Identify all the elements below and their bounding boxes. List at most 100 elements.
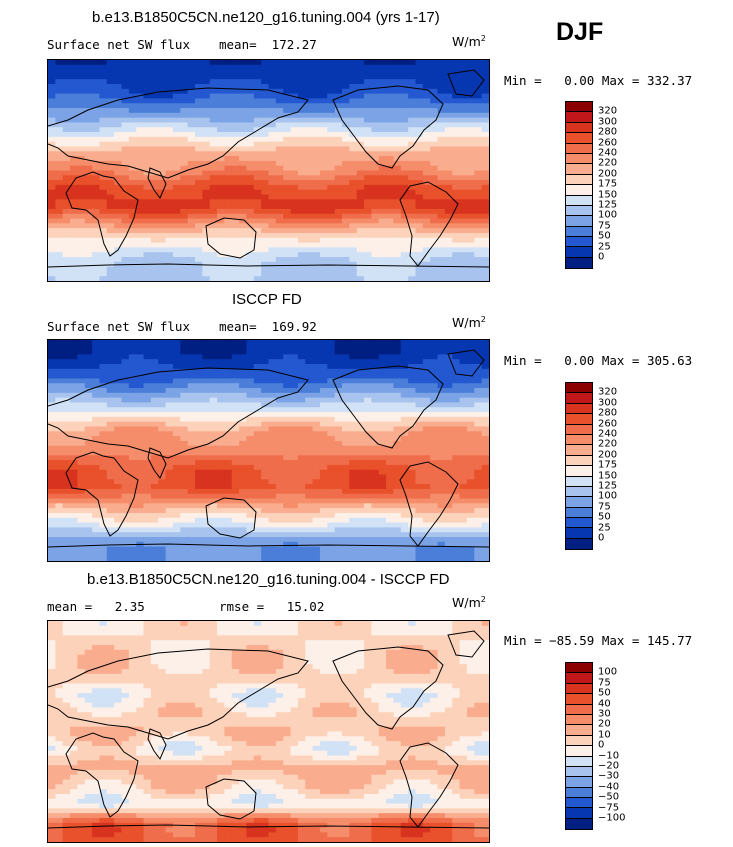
map-cell <box>253 503 262 509</box>
map-cell <box>106 479 115 485</box>
map-cell <box>195 232 203 239</box>
map-cell <box>48 199 56 205</box>
map-cell <box>106 112 115 119</box>
map-cell <box>187 266 196 272</box>
map-cell <box>202 127 211 133</box>
map-cell <box>305 373 314 380</box>
map-cell <box>268 440 277 447</box>
map-cell <box>312 213 321 220</box>
map-cell <box>349 74 358 80</box>
map-cell <box>400 199 409 205</box>
map-cell <box>268 247 277 253</box>
map-cell <box>305 426 314 432</box>
map-cell <box>246 103 255 109</box>
map-cell <box>283 488 292 495</box>
map-cell <box>202 436 211 442</box>
map-cell <box>62 479 71 485</box>
map-cell <box>459 344 468 351</box>
map-cell <box>356 488 365 495</box>
map-cell <box>114 208 123 215</box>
map-cell <box>422 127 431 133</box>
map-cell <box>283 474 292 480</box>
map-cell <box>474 421 483 428</box>
map-cell <box>261 64 270 71</box>
map-cell <box>62 261 71 268</box>
map-cell <box>84 340 93 346</box>
colorbar-segment <box>566 195 592 206</box>
map-cell <box>150 450 159 456</box>
map-cell <box>356 165 365 172</box>
map-cell <box>422 460 431 466</box>
map-cell <box>253 146 262 152</box>
map-cell <box>114 271 123 277</box>
map-cell <box>239 98 248 104</box>
map-cell <box>224 373 233 380</box>
map-cell <box>217 156 225 162</box>
map-cell <box>312 98 321 104</box>
map-cell <box>319 237 328 244</box>
map-cell <box>106 407 115 413</box>
map-cell <box>297 271 306 277</box>
map-cell <box>239 416 248 423</box>
map-cell <box>275 416 284 423</box>
map-cell <box>481 368 489 375</box>
map-cell <box>393 146 402 152</box>
map-cell <box>99 103 108 109</box>
map-cell <box>378 122 387 128</box>
map-cell <box>114 373 123 380</box>
map-cell <box>48 397 56 404</box>
map-cell <box>452 426 461 432</box>
map-cell <box>349 450 358 456</box>
map-cell <box>195 508 203 514</box>
map-cell <box>128 93 137 100</box>
map-cell <box>128 127 137 133</box>
map-cell <box>128 431 137 437</box>
map-cell <box>444 208 453 215</box>
map-cell <box>202 252 211 258</box>
map-cell <box>253 165 262 172</box>
map-cell <box>70 271 78 277</box>
map-cell <box>386 488 395 495</box>
map-cell <box>327 74 336 80</box>
map-cell <box>224 402 233 408</box>
map-cell <box>239 426 248 432</box>
map-cell <box>246 498 255 504</box>
map-cell <box>327 136 336 143</box>
map-cell <box>202 378 211 384</box>
map-cell <box>246 151 255 157</box>
map-cell <box>84 368 93 375</box>
map-cell <box>165 431 174 437</box>
map-cell <box>253 247 262 253</box>
map-cell <box>474 364 483 370</box>
map-cell <box>62 247 71 253</box>
map-cell <box>99 232 108 239</box>
map-cell <box>150 426 159 432</box>
map-cell <box>393 460 402 466</box>
map-cell <box>77 431 86 437</box>
map-cell <box>246 79 255 85</box>
map-cell <box>444 132 453 138</box>
map-cell <box>106 340 115 346</box>
map-cell <box>481 421 489 428</box>
map-cell <box>268 344 277 351</box>
colorbar-tick-label: 320 <box>598 105 618 117</box>
map-cell <box>92 112 101 119</box>
map-cell <box>239 213 248 220</box>
map-cell <box>150 132 159 138</box>
map-cell <box>342 340 350 346</box>
map-cell <box>327 189 336 196</box>
map-cell <box>349 194 358 200</box>
map-cell <box>224 184 233 191</box>
map-cell <box>246 368 255 375</box>
map-cell <box>55 383 64 389</box>
map-cell <box>466 498 475 504</box>
map-cell <box>77 508 86 514</box>
map-cell <box>239 373 248 380</box>
map-cell <box>474 276 483 281</box>
map-cell <box>128 383 137 389</box>
map-cell <box>106 184 115 191</box>
map-cell <box>364 493 372 500</box>
map-cell <box>275 108 284 114</box>
map-cell <box>459 242 468 248</box>
map-cell <box>180 252 189 258</box>
